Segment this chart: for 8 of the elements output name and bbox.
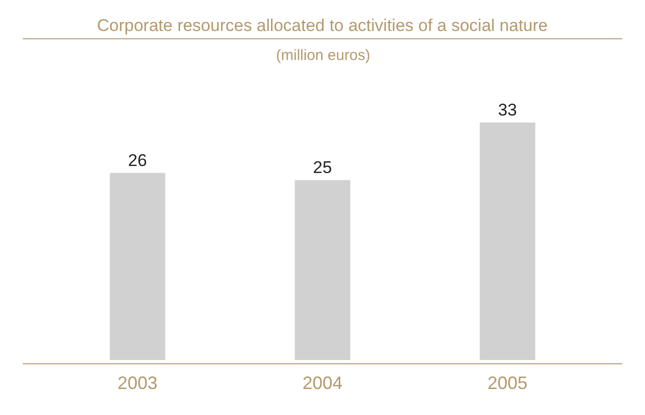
x-tick-label: 2005 [487,373,528,393]
data-label: 25 [313,158,332,178]
chart-title: Corporate resources allocated to activities of a social nature [97,16,548,35]
x-tick-label: 2003 [117,373,158,393]
data-label: 26 [128,150,147,170]
data-label: 33 [498,100,517,120]
x-tick-label: 2004 [302,373,343,393]
chart-subtitle: (million euros) [276,47,370,64]
